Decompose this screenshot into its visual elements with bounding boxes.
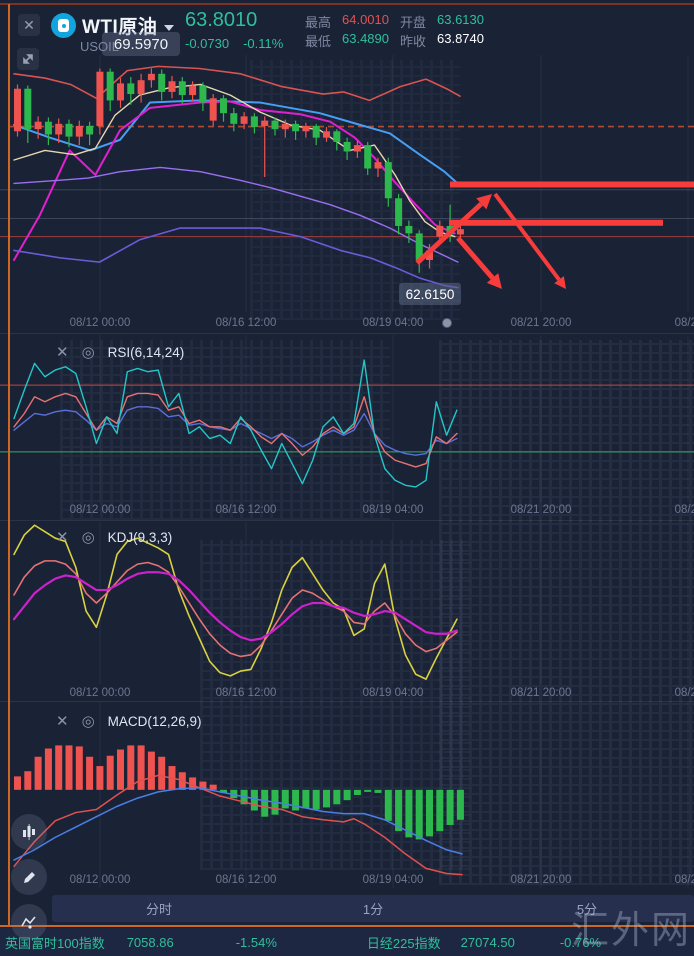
tab-1min[interactable]: 1分 (362, 902, 384, 917)
time-label: 08/19 04:00 (362, 874, 424, 886)
chevron-down-icon (164, 24, 175, 31)
widget-border-left (8, 4, 10, 926)
stat-high-label: 最高 (305, 15, 332, 30)
macd-settings-icon[interactable]: ◎ (81, 713, 95, 730)
change-value: -0.0730 (185, 36, 230, 51)
time-label: 08/16 12:00 (215, 317, 277, 329)
rsi-title: RSI(6,14,24) (107, 344, 185, 360)
chart-header: ✕ WTI原油 USOIL 69.5970 63.8010 -0.0730 -0.… (0, 0, 694, 70)
stat-open-label: 开盘 (400, 15, 427, 30)
ticker-value: 27074.50 (460, 934, 515, 950)
symbol-name: WTI原油 (82, 17, 158, 38)
time-label: 08/19 04:00 (362, 317, 424, 329)
close-icon[interactable]: ✕ (18, 14, 40, 36)
time-label: 08/19 04:00 (362, 504, 424, 516)
tab-fenshi[interactable]: 分时 (145, 902, 172, 917)
zigzag-line-icon (21, 916, 36, 929)
macd-panel-header: ✕ ◎ MACD(12,26,9) (56, 712, 201, 730)
draw-button[interactable] (11, 859, 47, 895)
stat-prevclose-value: 63.8740 (437, 31, 484, 46)
candlestick-icon (23, 824, 35, 840)
time-label: 08/21 20:00 (510, 504, 572, 516)
change-percent: -0.11% (243, 36, 284, 51)
instrument-logo-icon (51, 13, 76, 38)
time-label: 08/21 20:00 (510, 874, 572, 886)
rsi-panel-header: ✕ ◎ RSI(6,14,24) (56, 343, 184, 361)
ticker-change: -1.54% (235, 934, 277, 950)
price-chart-canvas[interactable] (0, 0, 694, 892)
rsi-settings-icon[interactable]: ◎ (81, 344, 95, 361)
rsi-time-axis: 08/12 00:00 08/16 12:00 08/19 04:00 08/2… (0, 504, 694, 520)
time-label: 08/16 12:00 (215, 687, 277, 699)
panel-separator (0, 520, 694, 521)
timeframe-tabs: 分时 1分 5分 (52, 895, 694, 922)
time-label: 08/12 00:00 (69, 317, 131, 329)
tab-5min[interactable]: 5分 (576, 902, 598, 917)
price-overlay-label: 69.5970 (102, 32, 180, 56)
widget-border-bottom (0, 925, 694, 927)
time-label: 08/21 20:00 (510, 317, 572, 329)
time-label: 08/16 12:00 (215, 874, 277, 886)
symbol-code: USOIL (80, 39, 120, 54)
widget-border-top (0, 3, 694, 5)
time-label: 08/16 12:00 (215, 504, 277, 516)
crosshair-price-label: 62.6150 (399, 283, 461, 305)
kdj-title: KDJ(9,3,3) (107, 529, 173, 545)
stat-low-value: 63.4890 (342, 31, 389, 46)
macd-time-axis: 08/12 00:00 08/16 12:00 08/19 04:00 08/2… (0, 874, 694, 890)
time-label: 08/19 04:00 (362, 687, 424, 699)
kdj-close-icon[interactable]: ✕ (56, 529, 69, 546)
time-label: 08/24 (674, 317, 694, 329)
time-label: 08/12 00:00 (69, 687, 131, 699)
macd-close-icon[interactable]: ✕ (56, 713, 69, 730)
price-change: -0.0730 -0.11% (185, 36, 297, 51)
time-label: 08/24 (674, 874, 694, 886)
main-time-axis: 08/12 00:00 08/16 12:00 08/19 04:00 08/2… (0, 317, 694, 333)
stat-high-value: 64.0010 (342, 12, 389, 27)
time-label: 08/24 (674, 687, 694, 699)
stat-open-value: 63.6130 (437, 12, 484, 27)
rsi-close-icon[interactable]: ✕ (56, 344, 69, 361)
panel-separator (0, 701, 694, 702)
last-price: 63.8010 (185, 9, 258, 31)
chart-type-button[interactable] (11, 814, 47, 850)
panel-separator (0, 333, 694, 334)
index-ticker: 英国富时100指数 7058.86 -1.54% 日经225指数 27074.5… (0, 928, 694, 956)
macd-title: MACD(12,26,9) (107, 713, 202, 729)
time-label: 08/12 00:00 (69, 874, 131, 886)
line-chart-button[interactable] (11, 904, 47, 940)
time-label: 08/12 00:00 (69, 504, 131, 516)
time-label: 08/21 20:00 (510, 687, 572, 699)
stat-low-label: 最低 (305, 34, 332, 49)
ticker-name: 英国富时100指数 (5, 935, 105, 951)
ticker-change: -0.76% (559, 934, 602, 950)
ticker-value: 7058.86 (126, 934, 174, 950)
kdj-settings-icon[interactable]: ◎ (81, 529, 95, 546)
stat-prevclose-label: 昨收 (400, 34, 427, 49)
kdj-time-axis: 08/12 00:00 08/16 12:00 08/19 04:00 08/2… (0, 687, 694, 703)
time-label: 08/24 (674, 504, 694, 516)
kdj-panel-header: ✕ ◎ KDJ(9,3,3) (56, 528, 172, 546)
pencil-icon (23, 871, 35, 883)
symbol-selector[interactable]: WTI原油 (82, 12, 175, 39)
watermark: 汇外网 (570, 910, 691, 952)
ticker-name: 日经225指数 (366, 935, 441, 951)
expand-icon[interactable] (17, 48, 39, 70)
